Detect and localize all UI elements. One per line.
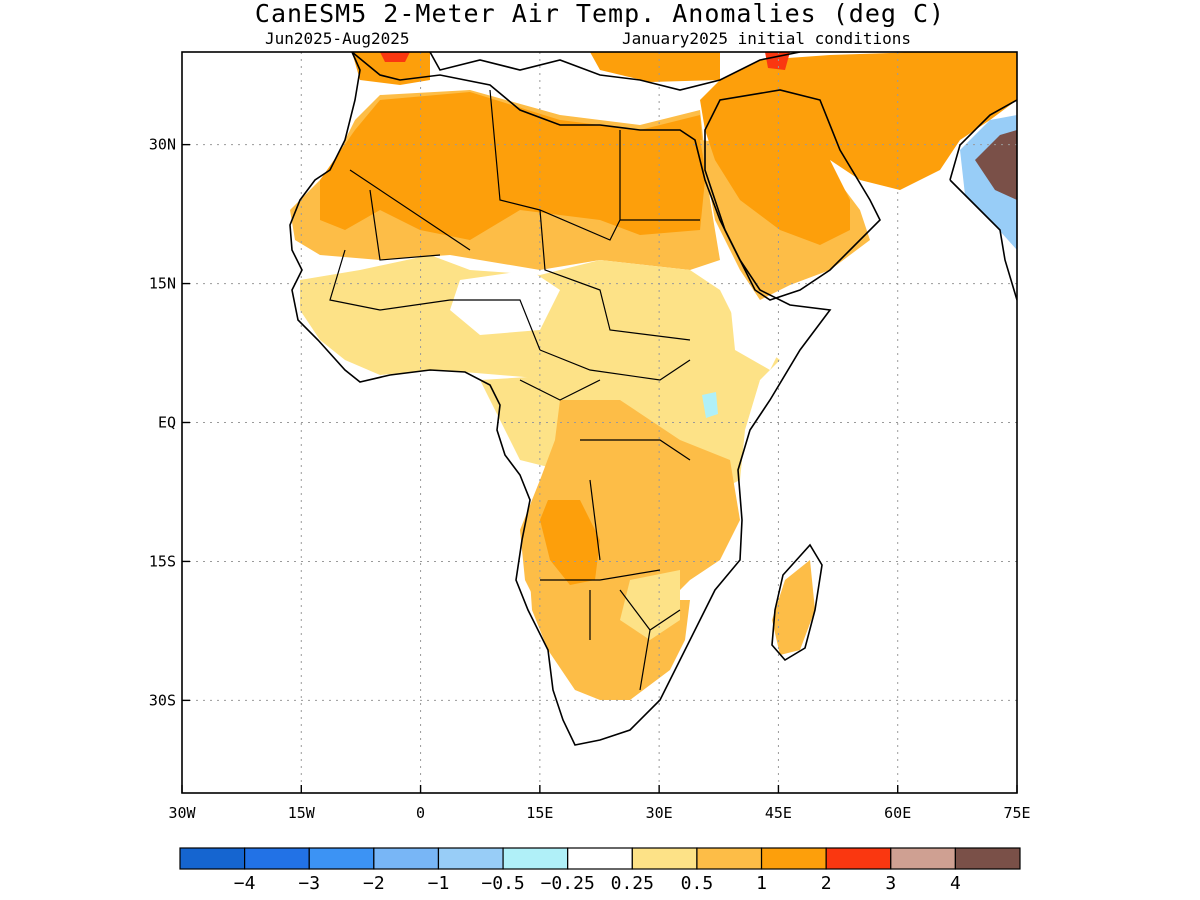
border-lines bbox=[329, 89, 700, 691]
shade-madagascar bbox=[772, 560, 815, 655]
lon-tick-label-2: 0 bbox=[416, 804, 425, 822]
colorbar-swatch-1 bbox=[244, 847, 310, 870]
colorbar-swatch-11 bbox=[890, 847, 956, 870]
colorbar-label-5: −0.25 bbox=[541, 873, 595, 894]
lon-tick-label-3: 15E bbox=[526, 804, 553, 822]
shade-sahel-neutral bbox=[450, 270, 560, 335]
shade-caucasus-hot bbox=[765, 52, 790, 70]
shade-angola-core bbox=[540, 500, 600, 585]
colorbar-label-10: 3 bbox=[885, 873, 896, 894]
shade-europe-east bbox=[590, 52, 720, 82]
country-borders bbox=[329, 89, 700, 691]
shade-india-cooler bbox=[975, 130, 1017, 200]
colorbar-swatch-4 bbox=[437, 847, 504, 870]
colorbar-label-4: −0.5 bbox=[481, 873, 524, 894]
shade-southern-africa-light bbox=[620, 570, 680, 640]
anomaly-shading bbox=[290, 52, 1017, 700]
lat-tick-label-0: 30N bbox=[149, 136, 176, 154]
colorbar-swatch-10 bbox=[825, 847, 892, 870]
forecast-period: Jun2025-Aug2025 bbox=[265, 29, 410, 48]
colorbar-label-2: −2 bbox=[363, 873, 385, 894]
madagascar-coastline bbox=[771, 543, 823, 662]
colorbar-label-6: 0.25 bbox=[611, 873, 654, 894]
lat-tick-label-2: EQ bbox=[158, 414, 176, 432]
map-title: CanESM5 2-Meter Air Temp. Anomalies (deg… bbox=[254, 0, 946, 28]
initial-conditions: January2025 initial conditions bbox=[622, 29, 911, 48]
lat-tick-label-4: 30S bbox=[149, 691, 176, 709]
lon-tick-label-4: 30E bbox=[646, 804, 673, 822]
india-coastline bbox=[949, 99, 1017, 301]
shade-middle-east-core bbox=[700, 52, 1017, 245]
lon-tick-label-5: 45E bbox=[765, 804, 792, 822]
colorbar-label-9: 2 bbox=[821, 873, 832, 894]
colorbar-label-7: 0.5 bbox=[681, 873, 714, 894]
lat-tick-label-1: 15N bbox=[149, 275, 176, 293]
arabia-coastline bbox=[704, 89, 881, 301]
shade-horn-neutral bbox=[730, 300, 790, 370]
colorbar-label-1: −3 bbox=[298, 873, 320, 894]
colorbar-swatch-2 bbox=[308, 847, 375, 870]
coastlines bbox=[289, 52, 1017, 746]
lon-tick-label-7: 75E bbox=[1003, 804, 1030, 822]
colorbar: −4 −3 −2 −1 −0.5 −0.25 0.25 0.5 1 2 3 4 bbox=[179, 847, 1021, 894]
lon-tick-label-6: 60E bbox=[884, 804, 911, 822]
colorbar-label-8: 1 bbox=[756, 873, 767, 894]
colorbar-label-11: 4 bbox=[950, 873, 961, 894]
europe-coastline bbox=[429, 52, 801, 91]
colorbar-swatch-0 bbox=[179, 847, 246, 870]
shade-north-africa-core bbox=[320, 92, 705, 240]
shade-iberia-hot bbox=[380, 52, 410, 62]
lon-tick-label-1: 15W bbox=[288, 804, 316, 822]
shade-kenya-cool bbox=[702, 392, 718, 418]
colorbar-label-0: −4 bbox=[234, 873, 256, 894]
colorbar-swatch-8 bbox=[696, 847, 763, 870]
lon-tick-label-0: 30W bbox=[168, 804, 196, 822]
colorbar-swatch-7 bbox=[631, 847, 698, 870]
colorbar-label-3: −1 bbox=[428, 873, 450, 894]
colorbar-swatch-3 bbox=[373, 847, 440, 870]
map-axes: 30W 15W 0 15E 30E 45E 60E 75E 30N 15N EQ 15S 30S bbox=[149, 136, 1031, 822]
colorbar-swatch-12 bbox=[954, 847, 1021, 870]
gridlines bbox=[182, 52, 1017, 793]
colorbar-swatch-9 bbox=[760, 847, 827, 870]
shade-europe bbox=[352, 52, 430, 85]
lat-tick-label-3: 15S bbox=[149, 552, 176, 570]
colorbar-swatch-5 bbox=[502, 847, 569, 870]
colorbar-swatch-6 bbox=[567, 847, 633, 870]
africa-coastline bbox=[289, 52, 832, 746]
